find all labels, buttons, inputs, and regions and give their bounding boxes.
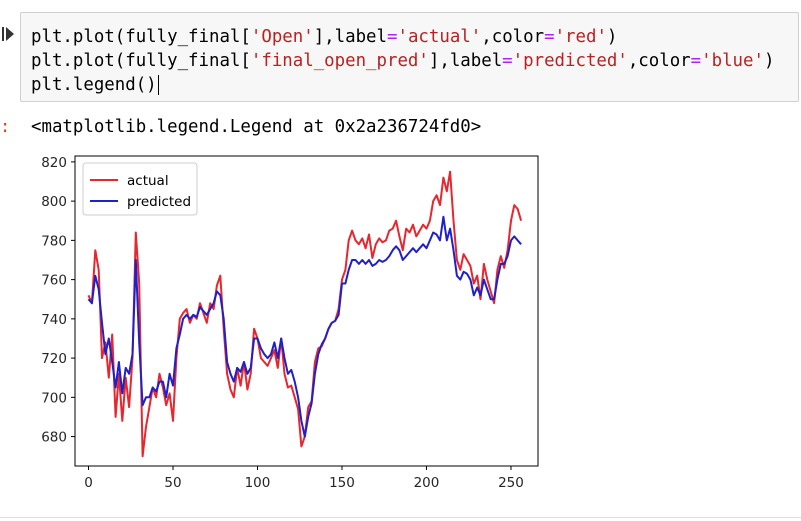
code-token: ) [763,51,775,71]
y-tick-label: 700 [41,390,67,406]
legend-label-actual: actual [127,173,169,189]
code-token: 'red' [554,27,607,47]
y-tick-label: 720 [41,351,67,367]
output-prompt: : [0,117,11,137]
legend-label-predicted: predicted [127,194,191,210]
code-token: ],label [313,27,387,47]
code-token: 'predicted' [512,51,628,71]
code-line[interactable]: plt.plot(fully_final['final_open_pred'],… [31,49,774,73]
code-token: ,color [481,27,545,47]
x-tick-label: 50 [164,475,181,491]
y-tick-label: 680 [41,430,67,446]
code-token: plt.plot(fully_final[ [31,27,251,47]
y-tick-label: 820 [41,155,67,171]
code-token: = [544,27,555,47]
cell-divider [0,517,801,518]
x-tick-label: 100 [245,475,271,491]
code-token: 'Open' [250,27,314,47]
x-tick-label: 0 [84,475,93,491]
code-token: ,color [627,51,691,71]
y-tick-label: 760 [41,273,67,289]
series-line-predicted [87,215,522,438]
y-tick-label: 780 [41,233,67,249]
code-token: plt.plot(fully_final[ [31,51,251,71]
code-cell-input[interactable]: plt.plot(fully_final['Open'],label='actu… [20,12,799,102]
x-tick-label: 150 [329,475,355,491]
x-tick-label: 250 [498,475,524,491]
code-token: plt.legend() [31,75,157,95]
code-token: ) [606,27,618,47]
code-token: = [387,27,398,47]
run-cell-icon[interactable] [1,26,15,42]
output-text: <matplotlib.legend.Legend at 0x2a236724f… [31,117,482,137]
x-tick-label: 200 [414,475,440,491]
y-tick-label: 740 [41,312,67,328]
code-token: ],label [428,51,503,71]
code-line[interactable]: plt.legend() [31,73,159,97]
text-cursor [157,75,159,95]
code-token: 'final_open_pred' [250,51,429,71]
code-line[interactable]: plt.plot(fully_final['Open'],label='actu… [31,25,617,49]
code-token: = [502,51,513,71]
code-token: = [690,51,702,71]
code-token: 'actual' [397,27,482,47]
code-token: 'blue' [701,51,764,71]
y-tick-label: 800 [41,194,67,210]
